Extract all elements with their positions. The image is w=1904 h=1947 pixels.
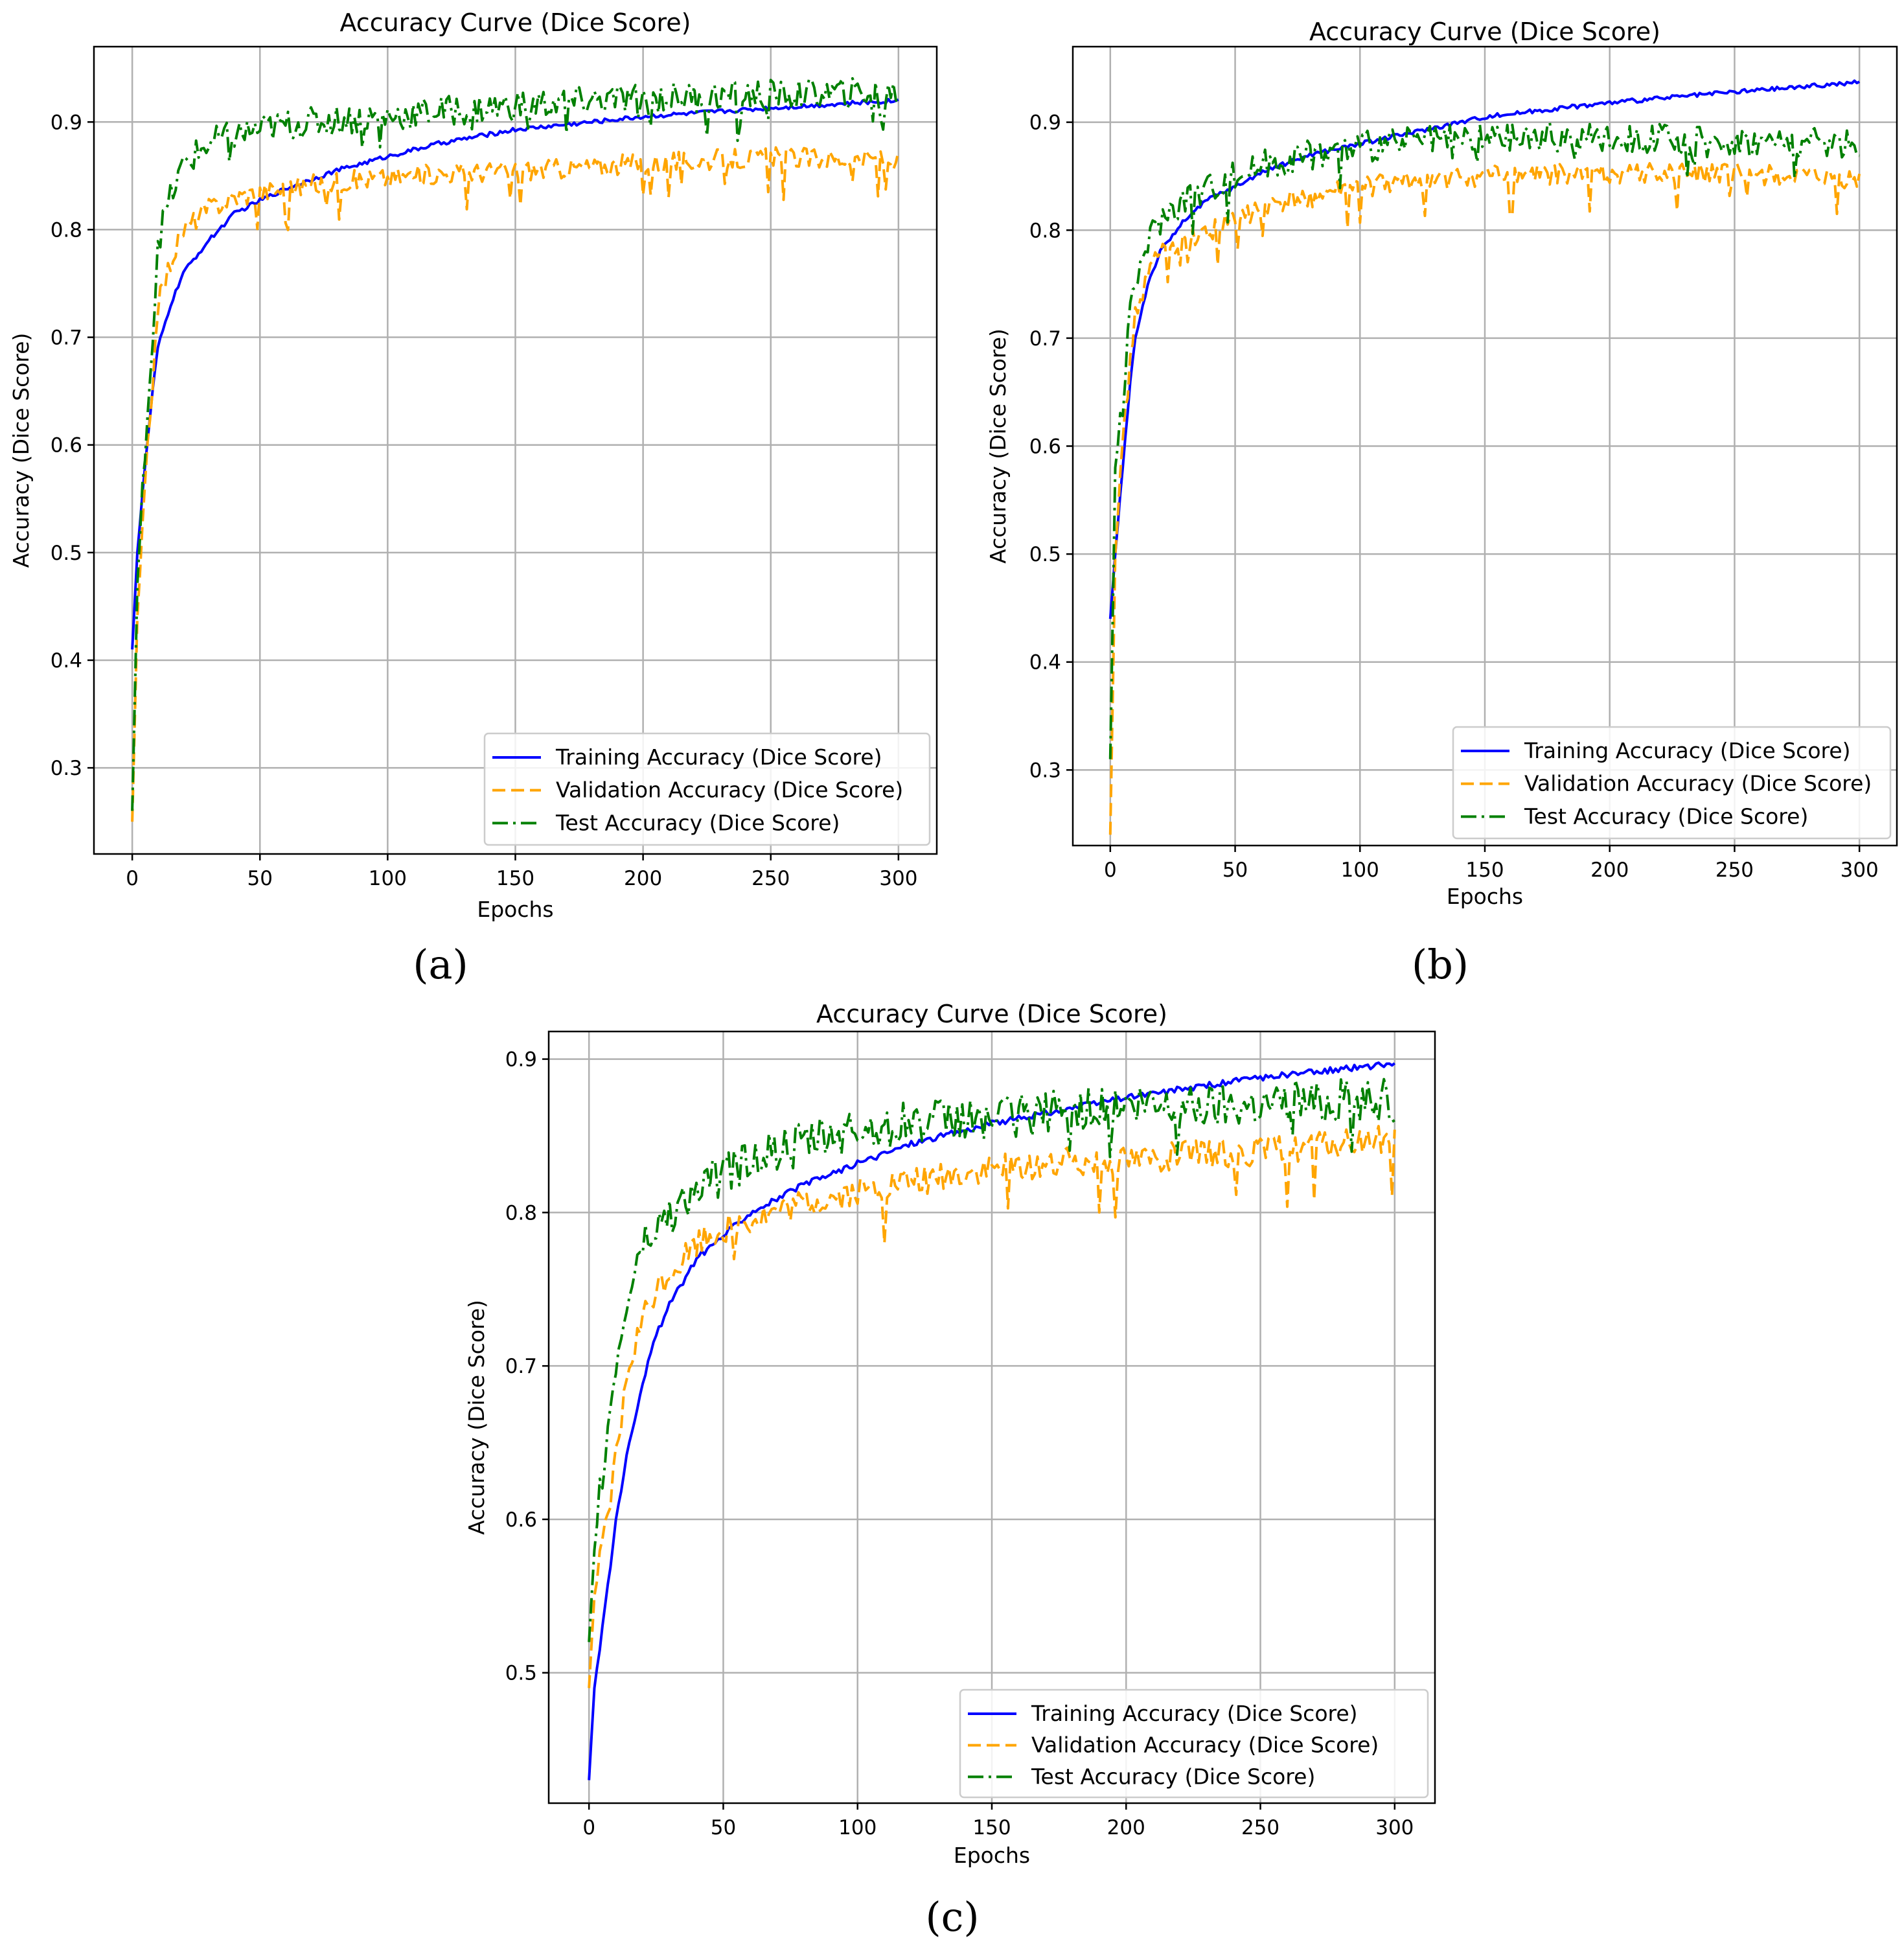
x-tick-label: 0 [1104,858,1117,882]
legend-entry-label: Validation Accuracy (Dice Score) [556,778,903,803]
y-axis-label: Accuracy (Dice Score) [8,333,34,568]
series-line-solid [131,98,899,650]
y-tick-label: 0.4 [1029,651,1061,674]
y-tick-label: 0.9 [505,1048,537,1072]
chart-panel-a: 0 50 100 150 200 250 300 0.3 0.4 0.5 0.6 0.7 0.8 0.9 A… [8,8,938,988]
legend-entry-label: Test Accuracy (Dice Score) [1524,803,1808,829]
series-line-dashed [588,1125,1396,1688]
legend: Training Accuracy (Dice Score) Validation… [959,1688,1429,1799]
panel-label: (a) [413,941,468,988]
y-tick-label: 0.4 [51,649,82,673]
y-tick-label: 0.8 [505,1201,537,1225]
x-tick-label: 300 [1841,858,1879,882]
y-tick-label: 0.3 [51,757,82,780]
x-tick-label: 200 [1107,1816,1145,1839]
x-tick-label: 50 [247,867,273,890]
legend: Training Accuracy (Dice Score) Validation… [1452,726,1892,840]
y-tick-label: 0.5 [51,542,82,565]
chart-panel-c: 0 50 100 150 200 250 300 0.5 0.6 0.7 0.8 0.9 Accurac… [464,1000,1436,1941]
y-tick-label: 0.9 [1029,111,1061,135]
y-tick-label: 0.8 [51,218,82,242]
chart-title: Accuracy Curve (Dice Score) [1309,17,1660,46]
x-tick-label: 150 [1465,858,1504,882]
x-tick-label: 300 [879,867,917,890]
y-tick-label: 0.3 [1029,759,1061,782]
legend-entry-label: Training Accuracy (Dice Score) [1031,1701,1358,1726]
legend-box [483,732,931,846]
x-tick-label: 100 [838,1816,877,1839]
x-tick-label: 300 [1375,1816,1414,1839]
x-tick-label: 200 [624,867,662,890]
y-axis-label: Accuracy (Dice Score) [464,1300,489,1535]
legend-entry-label: Training Accuracy (Dice Score) [555,744,882,770]
panel-label: (b) [1412,941,1469,988]
y-tick-label: 0.7 [1029,327,1061,351]
y-tick-label: 0.8 [1029,219,1061,242]
y-tick-label: 0.6 [51,434,82,457]
series-line-dashdot [131,77,899,811]
x-tick-label: 0 [126,867,139,890]
x-tick-label: 100 [369,867,407,890]
legend-entry-label: Validation Accuracy (Dice Score) [1031,1733,1379,1758]
y-tick-label: 0.7 [505,1355,537,1378]
x-axis-label: Epochs [1447,884,1523,909]
series-line-dashed [1108,162,1861,835]
chart-panel-b: 0 50 100 150 200 250 300 0.3 0.4 0.5 0.6 0.7 0.8 0.9 A… [985,17,1898,988]
x-tick-label: 250 [751,867,790,890]
x-tick-label: 250 [1715,858,1754,882]
y-tick-label: 0.5 [505,1662,537,1685]
x-tick-label: 50 [711,1816,736,1839]
y-tick-label: 0.7 [51,327,82,350]
y-tick-label: 0.5 [1029,543,1061,566]
x-tick-label: 0 [582,1816,595,1839]
legend-entry-label: Validation Accuracy (Dice Score) [1524,771,1872,796]
x-tick-label: 200 [1590,858,1629,882]
x-tick-label: 150 [972,1816,1011,1839]
panel-label: (c) [925,1893,979,1941]
series-line-dashdot [1108,121,1860,759]
legend-entry-label: Test Accuracy (Dice Score) [555,810,840,835]
x-axis-label: Epochs [477,897,553,922]
x-tick-label: 250 [1241,1816,1279,1839]
y-tick-label: 0.6 [1029,435,1061,459]
chart-title: Accuracy Curve (Dice Score) [339,8,691,37]
legend-box [1452,726,1892,840]
y-tick-label: 0.6 [505,1508,537,1532]
legend-entry-label: Test Accuracy (Dice Score) [1031,1764,1315,1789]
x-tick-label: 150 [496,867,534,890]
x-axis-label: Epochs [954,1843,1030,1868]
legend-box [959,1688,1429,1799]
legend: Training Accuracy (Dice Score) Validation… [483,732,931,846]
chart-title: Accuracy Curve (Dice Score) [816,1000,1167,1028]
x-tick-label: 100 [1341,858,1379,882]
y-tick-label: 0.9 [51,111,82,134]
legend-entry-label: Training Accuracy (Dice Score) [1524,738,1851,763]
series-line-dashed [131,146,900,822]
series-line-dashdot [588,1077,1395,1642]
x-tick-label: 50 [1222,858,1248,882]
y-axis-label: Accuracy (Dice Score) [985,328,1011,564]
